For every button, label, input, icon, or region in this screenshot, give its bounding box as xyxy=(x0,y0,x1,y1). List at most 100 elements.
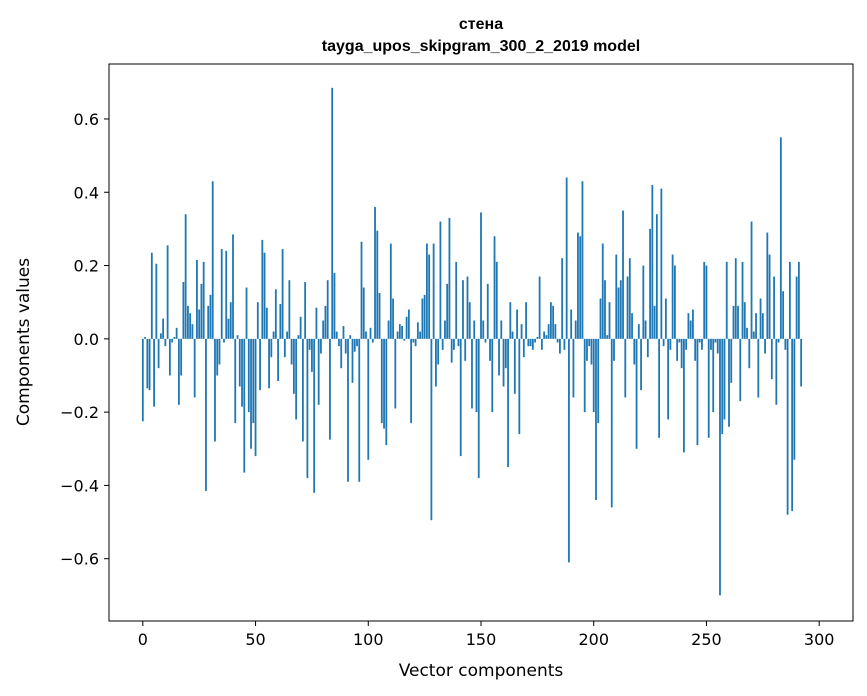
bar-component-133 xyxy=(441,338,444,350)
bar-component-174 xyxy=(534,338,537,343)
bar-component-80 xyxy=(322,320,325,339)
bar-component-40 xyxy=(232,234,234,339)
bar-component-13 xyxy=(171,338,174,343)
bar-component-89 xyxy=(342,326,345,339)
bar-component-246 xyxy=(696,338,699,446)
bar-component-227 xyxy=(653,305,656,339)
bar-component-86 xyxy=(335,331,338,339)
bar-component-78 xyxy=(317,338,320,405)
y-tick-label: −0.2 xyxy=(60,403,99,422)
bar-component-222 xyxy=(642,265,645,339)
bar-component-95 xyxy=(356,338,358,347)
bar-component-140 xyxy=(457,338,460,347)
bar-component-267 xyxy=(743,302,746,339)
bar-component-271 xyxy=(752,331,755,339)
bar-component-272 xyxy=(755,313,757,339)
bar-component-50 xyxy=(254,338,257,457)
bar-component-231 xyxy=(662,338,665,347)
bar-component-29 xyxy=(207,305,210,339)
bar-component-85 xyxy=(333,272,336,339)
bar-component-279 xyxy=(770,338,773,380)
bar-component-183 xyxy=(554,324,557,339)
bar-component-67 xyxy=(292,338,295,394)
bar-component-69 xyxy=(297,335,300,339)
bar-component-108 xyxy=(385,338,388,446)
bar-component-116 xyxy=(403,338,406,341)
bar-component-241 xyxy=(685,338,688,350)
bar-component-90 xyxy=(344,338,347,354)
bar-component-88 xyxy=(340,338,343,369)
bar-component-263 xyxy=(734,258,737,339)
bar-component-27 xyxy=(202,261,205,339)
bar-component-168 xyxy=(520,324,523,339)
bar-component-229 xyxy=(658,338,661,438)
bar-component-7 xyxy=(157,338,160,369)
bar-component-131 xyxy=(437,338,440,365)
bar-component-137 xyxy=(450,338,453,363)
bar-component-244 xyxy=(692,309,694,339)
bar-component-58 xyxy=(272,331,275,339)
bar-component-175 xyxy=(536,337,539,339)
bar-component-41 xyxy=(234,338,237,424)
bar-component-192 xyxy=(574,320,577,339)
bar-component-198 xyxy=(588,338,591,347)
bar-component-238 xyxy=(678,338,681,343)
bar-component-42 xyxy=(236,335,239,339)
bar-component-132 xyxy=(439,221,442,339)
bar-component-38 xyxy=(227,318,230,339)
bar-component-243 xyxy=(689,320,692,339)
bar-component-122 xyxy=(416,322,419,339)
bar-component-72 xyxy=(304,282,307,339)
bar-component-165 xyxy=(513,338,516,394)
bar-series xyxy=(141,87,803,596)
bar-component-128 xyxy=(430,338,433,521)
bar-component-81 xyxy=(324,305,327,339)
bar-component-149 xyxy=(477,338,480,479)
bar-component-125 xyxy=(423,294,426,339)
bar-component-201 xyxy=(595,338,597,501)
bar-component-74 xyxy=(308,338,311,350)
bar-component-24 xyxy=(196,260,198,339)
bar-component-60 xyxy=(277,338,279,381)
bar-component-33 xyxy=(216,338,219,376)
bar-component-245 xyxy=(694,338,697,361)
bar-component-157 xyxy=(495,261,498,339)
bar-component-11 xyxy=(166,245,169,339)
bar-component-83 xyxy=(329,338,331,440)
bar-component-138 xyxy=(453,338,455,350)
bar-component-61 xyxy=(279,304,282,339)
bar-component-253 xyxy=(712,338,715,413)
bar-component-164 xyxy=(511,331,514,339)
bar-component-105 xyxy=(378,293,381,339)
bar-component-76 xyxy=(313,338,316,493)
bar-component-285 xyxy=(784,338,787,350)
bar-component-180 xyxy=(547,324,550,339)
bar-component-146 xyxy=(471,338,473,409)
bar-component-158 xyxy=(498,338,500,376)
bar-component-39 xyxy=(229,302,232,339)
bar-component-169 xyxy=(522,338,525,358)
bar-component-110 xyxy=(389,243,392,339)
y-tick-label: −0.4 xyxy=(60,476,99,495)
bar-component-187 xyxy=(563,338,566,350)
bar-component-203 xyxy=(599,298,602,339)
bar-component-230 xyxy=(660,188,663,339)
bar-component-2 xyxy=(146,338,149,389)
y-tick-label: −0.6 xyxy=(60,550,99,569)
bar-component-260 xyxy=(728,338,730,427)
bar-component-54 xyxy=(263,252,266,339)
bar-component-119 xyxy=(410,338,413,424)
bar-component-4 xyxy=(150,252,153,339)
bar-component-195 xyxy=(581,181,584,339)
x-tick-label: 150 xyxy=(466,630,497,649)
bar-component-172 xyxy=(529,338,532,347)
bar-component-264 xyxy=(737,305,739,339)
bar-component-56 xyxy=(268,338,270,389)
bar-component-98 xyxy=(362,287,365,339)
bar-component-224 xyxy=(646,338,649,358)
x-tick-label: 300 xyxy=(804,630,835,649)
bar-component-1 xyxy=(144,337,146,339)
bar-component-199 xyxy=(590,338,593,365)
bar-component-284 xyxy=(782,291,785,339)
